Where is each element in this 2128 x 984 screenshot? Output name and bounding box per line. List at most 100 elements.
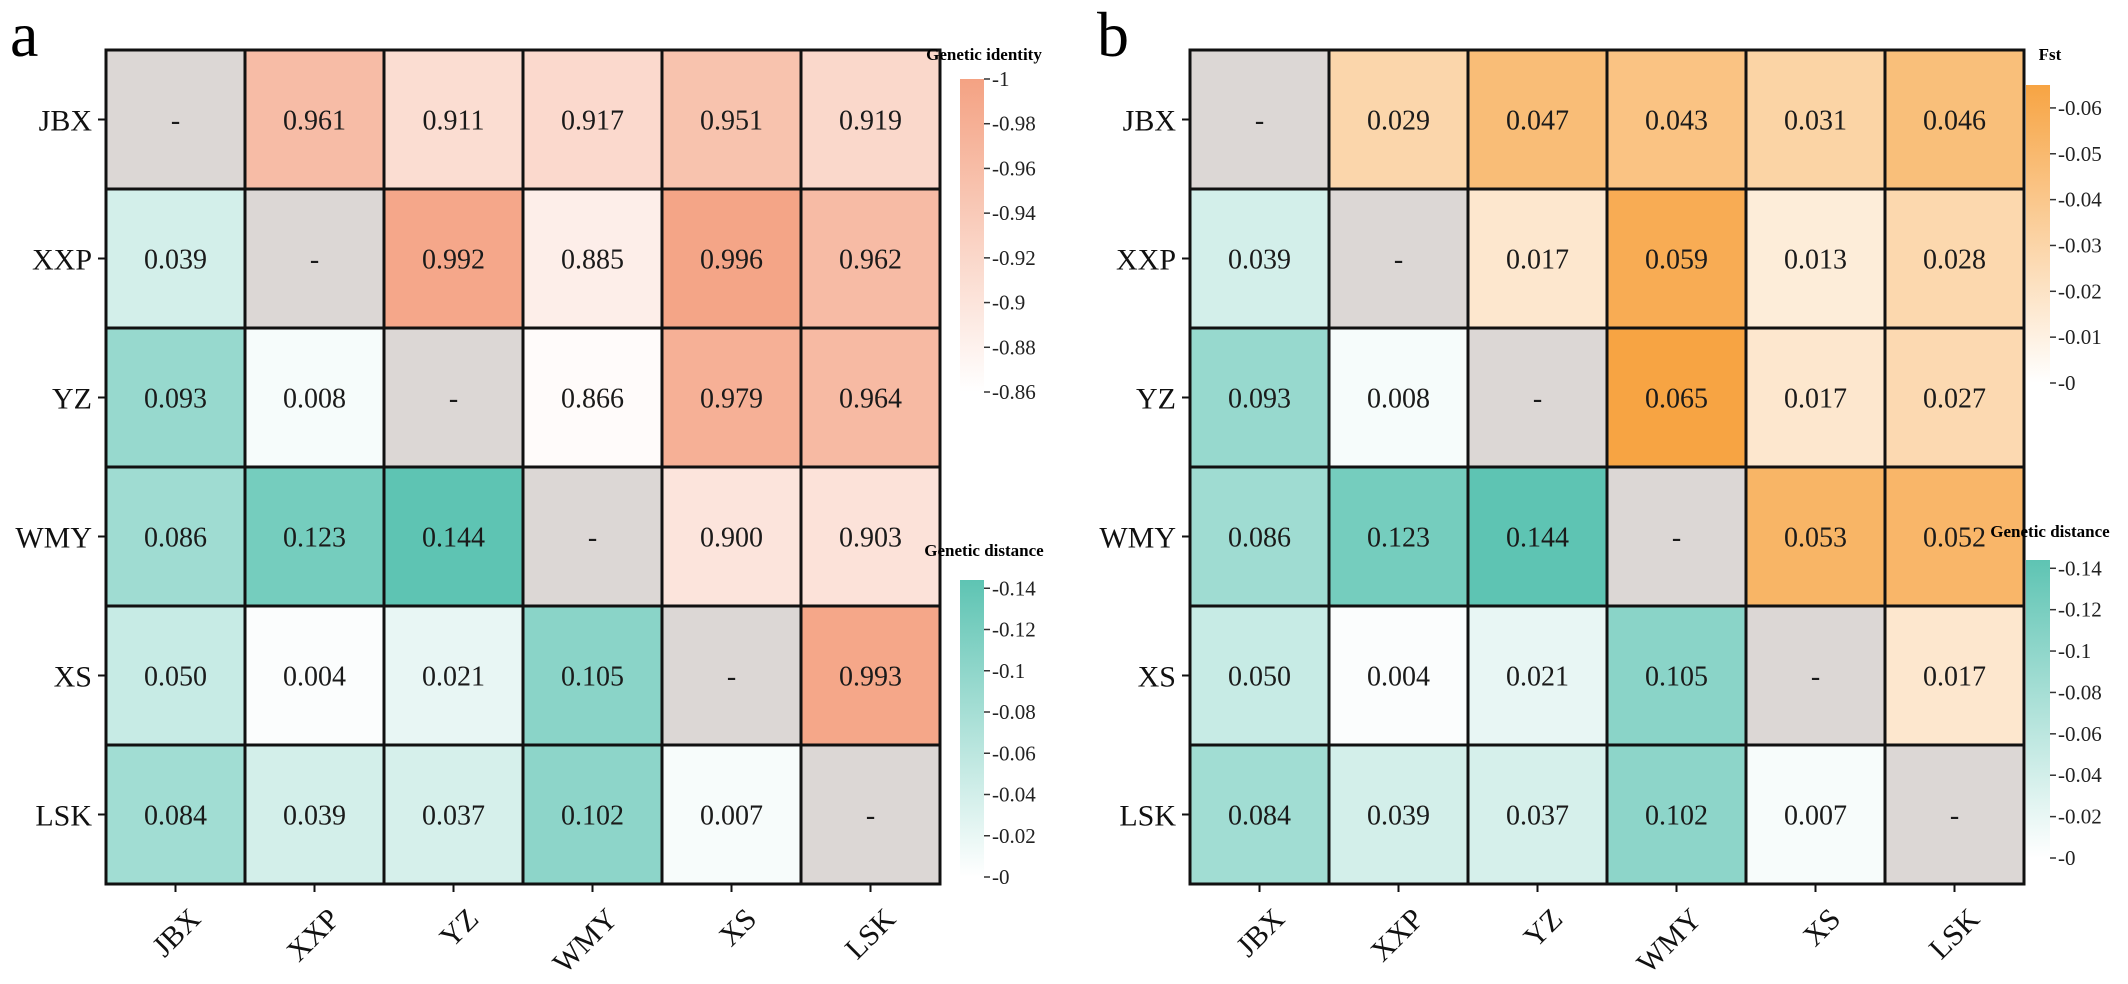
panel-a: a - 0.961 0.911 0.917 0.951 0.919 0.039 - 0.992 0.…: [10, 0, 1044, 980]
heatmap-cell-jbx-xxp: [243, 48, 386, 191]
colorbar-tick-label: -0.1: [2058, 639, 2091, 663]
heatmap-cell-yz-jbx: [1188, 326, 1331, 469]
colorbar-title: Genetic distance: [924, 541, 1044, 560]
y-tick-label: LSK: [1119, 800, 1176, 833]
cell-value-label: -: [1394, 245, 1403, 276]
colorbar-upper: [2026, 85, 2050, 383]
heatmap-cell-wmy-wmy: [521, 465, 664, 608]
heatmap-cell-yz-wmy: [521, 326, 664, 469]
heatmap-cell-lsk-lsk: [799, 743, 942, 886]
colorbar-tick-label: -0.1: [992, 659, 1025, 683]
heatmap-cell-wmy-wmy: [1605, 465, 1748, 608]
cell-value-label: -: [1255, 106, 1264, 137]
x-tick-label: WMY: [1631, 902, 1709, 979]
heatmap-cell-yz-xs: [1744, 326, 1887, 469]
cell-value-label: 0.008: [283, 384, 346, 415]
y-tick-label: YZ: [52, 383, 92, 416]
cell-value-label: 0.093: [1228, 384, 1291, 415]
heatmap-cell-xs-xs: [660, 604, 803, 747]
heatmap-cell-xs-lsk: [1883, 604, 2026, 747]
heatmap-cell-lsk-jbx: [104, 743, 247, 886]
cell-value-label: 0.039: [1367, 801, 1430, 832]
colorbar-tick-label: -1: [992, 67, 1010, 91]
panel-letter: b: [1097, 0, 1129, 70]
x-tick-label: JBX: [1230, 902, 1291, 963]
heatmap-cell-xxp-xs: [1744, 187, 1887, 330]
cell-value-label: 0.017: [1784, 384, 1847, 415]
x-tick-label: YZ: [434, 902, 486, 954]
cell-value-label: 0.996: [700, 245, 763, 276]
heatmap-cell-xs-xxp: [1327, 604, 1470, 747]
cell-value-label: 0.053: [1784, 523, 1847, 554]
x-tick-label: XXP: [1364, 902, 1430, 968]
heatmap-cell-xs-yz: [1466, 604, 1609, 747]
y-tick-label: JBX: [1123, 105, 1177, 138]
colorbar-tick-label: -0.01: [2058, 325, 2102, 349]
cell-value-label: 0.951: [700, 106, 763, 137]
cell-value-label: -: [1950, 801, 1959, 832]
colorbar-tick-label: -0.92: [992, 246, 1036, 270]
cell-value-label: -: [727, 662, 736, 693]
cell-value-label: 0.885: [561, 245, 624, 276]
cell-value-label: 0.961: [283, 106, 346, 137]
colorbar-tick-label: -0.88: [992, 335, 1036, 359]
colorbar-tick-label: -0.02: [2058, 805, 2102, 829]
colorbar-title: Genetic identity: [926, 45, 1042, 64]
y-tick-label: YZ: [1136, 383, 1176, 416]
colorbar-tick-label: -0: [2058, 371, 2076, 395]
colorbar-title: Genetic distance: [1990, 522, 2110, 541]
colorbar-lower: [2026, 560, 2050, 858]
colorbar-tick-label: -0.06: [992, 741, 1036, 765]
heatmap-cell-wmy-xs: [660, 465, 803, 608]
heatmap-cell-jbx-wmy: [1605, 48, 1748, 191]
cell-value-label: 0.037: [1506, 801, 1569, 832]
heatmap-cell-wmy-jbx: [104, 465, 247, 608]
cell-value-label: 0.086: [144, 523, 207, 554]
cell-value-label: -: [310, 245, 319, 276]
cell-value-label: -: [171, 106, 180, 137]
heatmap-cell-wmy-xs: [1744, 465, 1887, 608]
colorbar-tick-label: -0.04: [992, 783, 1036, 807]
cell-value-label: 0.029: [1367, 106, 1430, 137]
cell-value-label: 0.017: [1506, 245, 1569, 276]
heatmap-cell-lsk-yz: [1466, 743, 1609, 886]
heatmap-cell-jbx-lsk: [1883, 48, 2026, 191]
cell-value-label: 0.962: [839, 245, 902, 276]
colorbar-tick-label: -0.08: [2058, 680, 2102, 704]
cell-value-label: 0.866: [561, 384, 624, 415]
cell-value-label: 0.084: [1228, 801, 1291, 832]
x-tick-label: LSK: [1923, 902, 1987, 966]
cell-value-label: 0.050: [1228, 662, 1291, 693]
heatmap-cell-yz-xxp: [1327, 326, 1470, 469]
heatmap-cell-xxp-lsk: [1883, 187, 2026, 330]
cell-value-label: 0.039: [144, 245, 207, 276]
cell-value-label: 0.007: [700, 801, 763, 832]
cell-value-label: 0.992: [422, 245, 485, 276]
heatmap-cell-jbx-jbx: [104, 48, 247, 191]
colorbar-tick-label: -0.94: [992, 201, 1036, 225]
x-tick-label: JBX: [146, 902, 207, 963]
cell-value-label: 0.903: [839, 523, 902, 554]
heatmap-cell-xs-lsk: [799, 604, 942, 747]
colorbar-tick-label: -0.02: [2058, 279, 2102, 303]
cell-value-label: 0.007: [1784, 801, 1847, 832]
heatmap-cell-jbx-yz: [382, 48, 525, 191]
heatmap-cell-xxp-yz: [1466, 187, 1609, 330]
cell-value-label: 0.917: [561, 106, 624, 137]
x-tick-label: WMY: [547, 902, 625, 979]
cell-value-label: 0.050: [144, 662, 207, 693]
panel-letter: a: [10, 0, 38, 70]
colorbar-upper: [960, 79, 984, 392]
colorbar-tick-label: -0.04: [2058, 188, 2102, 212]
colorbar-tick-label: -0.14: [992, 576, 1036, 600]
cell-value-label: 0.102: [1645, 801, 1708, 832]
cell-value-label: 0.105: [1645, 662, 1708, 693]
cell-value-label: 0.086: [1228, 523, 1291, 554]
colorbar-lower: [960, 580, 984, 877]
colorbar-tick-label: -0.98: [992, 112, 1036, 136]
cell-value-label: -: [866, 801, 875, 832]
heatmap-cell-wmy-yz: [382, 465, 525, 608]
cell-value-label: 0.123: [283, 523, 346, 554]
cell-value-label: -: [449, 384, 458, 415]
cell-value-label: 0.021: [422, 662, 485, 693]
